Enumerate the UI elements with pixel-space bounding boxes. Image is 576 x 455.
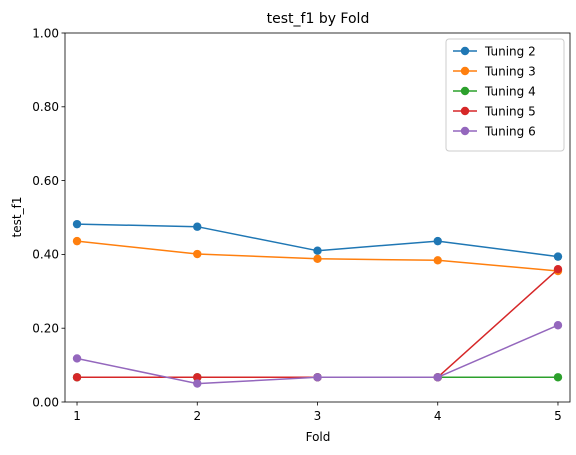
data-point	[193, 379, 202, 388]
series-5	[72, 321, 563, 388]
x-tick-label: 2	[193, 409, 201, 423]
y-tick-label: 0.60	[32, 174, 59, 188]
x-tick-label: 5	[554, 409, 562, 423]
data-point	[72, 236, 82, 246]
legend-marker	[460, 66, 470, 76]
x-tick-label: 4	[434, 409, 442, 423]
data-point	[193, 249, 202, 259]
legend-label: Tuning 2	[484, 44, 536, 58]
legend-marker	[460, 126, 470, 136]
data-point	[433, 373, 442, 382]
legend-item: Tuning 4	[453, 84, 536, 98]
legend-label: Tuning 4	[484, 84, 536, 98]
legend-item: Tuning 6	[453, 124, 536, 138]
data-point	[553, 252, 563, 261]
data-point	[553, 373, 563, 382]
y-tick-label: 1.00	[32, 26, 59, 40]
data-point	[313, 373, 322, 382]
data-point	[313, 246, 322, 255]
data-point	[553, 264, 563, 274]
series-layer	[72, 219, 563, 388]
legend-marker	[460, 86, 470, 96]
data-point	[433, 236, 442, 246]
y-tick-label: 0.00	[32, 395, 59, 409]
data-point	[72, 219, 82, 229]
data-point	[193, 222, 202, 231]
x-tick-label: 1	[73, 409, 81, 423]
legend-label: Tuning 3	[484, 64, 536, 78]
x-axis: 1 2 3 4 5	[73, 402, 562, 423]
x-axis-title: Fold	[306, 430, 331, 444]
y-tick-label: 0.40	[32, 248, 59, 262]
y-axis-title: test_f1	[10, 197, 24, 238]
y-tick-label: 0.20	[32, 322, 59, 336]
legend-marker	[460, 46, 470, 56]
x-tick-label: 3	[314, 409, 322, 423]
data-point	[433, 256, 442, 265]
data-point	[72, 354, 82, 363]
legend-item: Tuning 2	[453, 44, 536, 58]
legend-box	[445, 38, 565, 152]
data-point	[72, 373, 82, 382]
data-point	[553, 321, 563, 330]
legend: Tuning 2 Tuning 3 Tuning 4 Tuning 5 Tuning 6	[445, 38, 565, 152]
legend-item: Tuning 5	[453, 104, 536, 118]
legend-marker	[460, 106, 470, 116]
chart-title: test_f1 by Fold	[267, 11, 370, 27]
data-point	[313, 254, 322, 264]
legend-label: Tuning 5	[484, 104, 536, 118]
y-tick-label: 0.80	[32, 100, 59, 114]
y-axis: 0.00 0.20 0.40 0.60 0.80 1.00	[32, 26, 65, 409]
data-point	[193, 373, 202, 382]
legend-item: Tuning 3	[453, 64, 536, 78]
series-1	[72, 219, 563, 261]
legend-label: Tuning 6	[484, 124, 536, 138]
